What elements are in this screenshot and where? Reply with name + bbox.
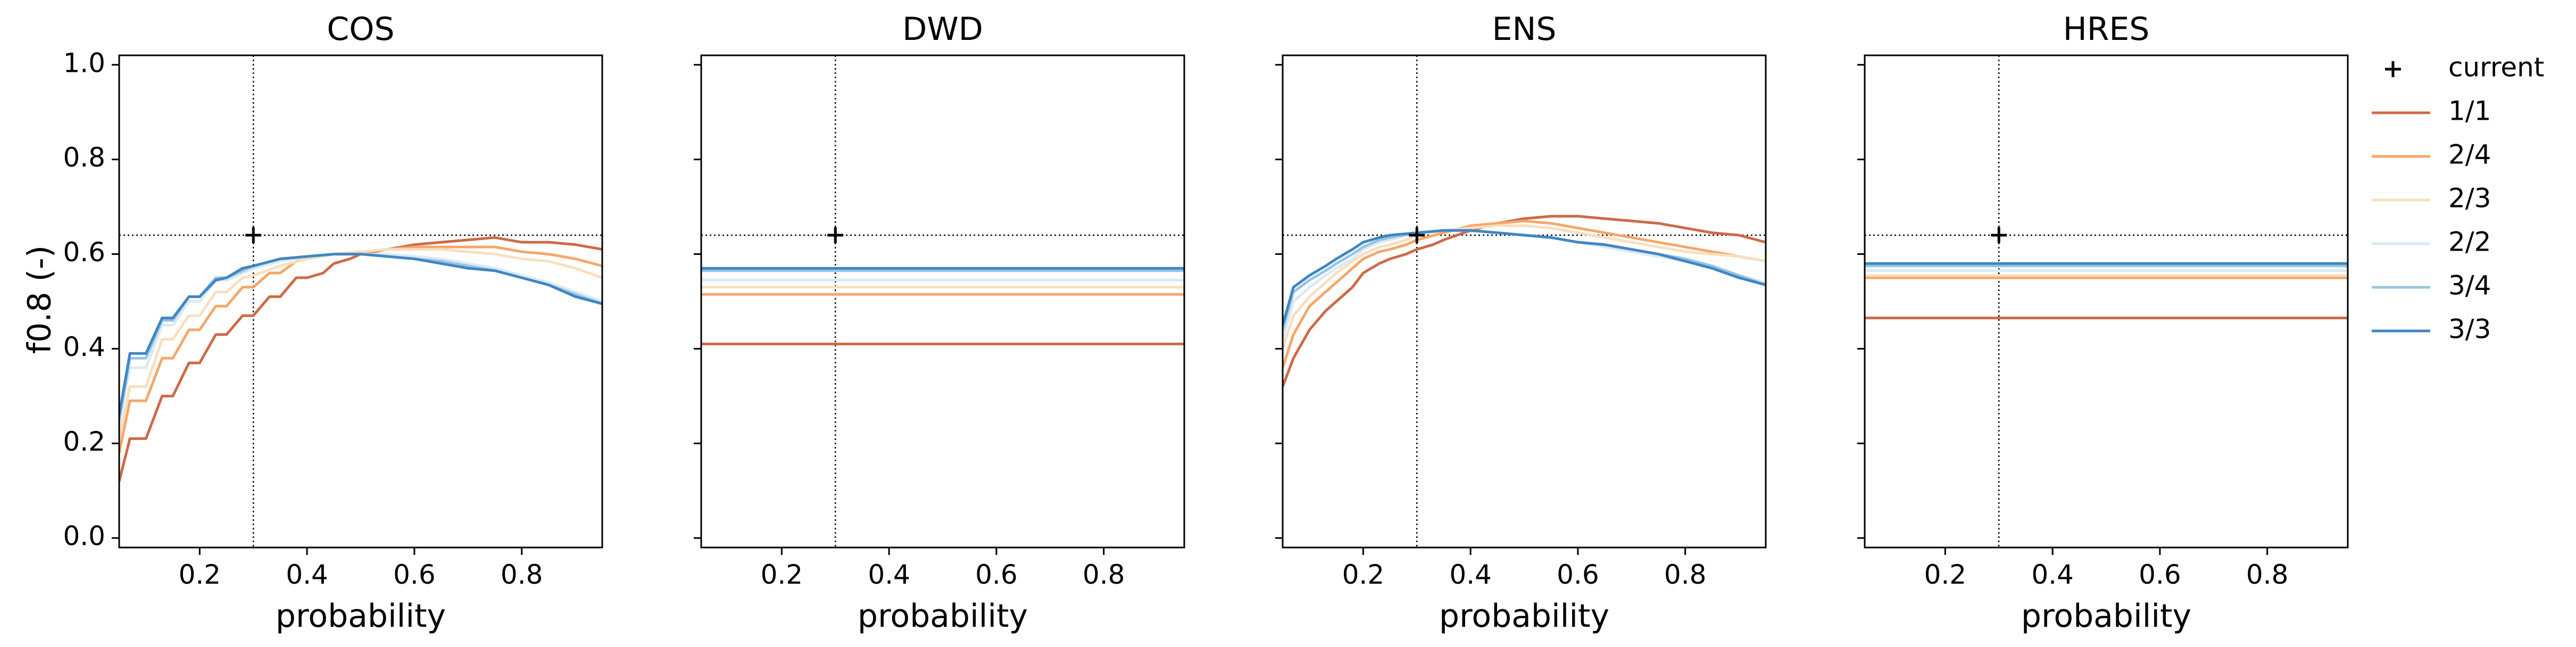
legend-label: 2/4 — [2448, 139, 2491, 170]
panel-title-hres: HRES — [2063, 11, 2150, 48]
panel-title-ens: ENS — [1492, 11, 1557, 48]
series-line-ens-2-3 — [1283, 224, 1766, 350]
y-tick-label: 0.0 — [63, 521, 105, 552]
legend: current 1/1 2/4 2/3 2/2 3/4 3/3 — [2372, 52, 2544, 345]
legend-label: 2/2 — [2448, 227, 2491, 258]
legend-item-current: current — [2385, 52, 2544, 83]
series-group-dwd — [701, 267, 1184, 345]
x-tick-label-hres: 0.6 — [2139, 559, 2181, 590]
x-tick-label-hres: 0.4 — [2031, 559, 2074, 590]
series-line-ens-2-4 — [1283, 219, 1766, 368]
legend-label: 1/1 — [2448, 96, 2491, 127]
x-tick-label-ens: 0.4 — [1449, 559, 1492, 590]
panel-hres: HRES 0.2 0.4 0.6 0.8 probability — [1857, 11, 2349, 635]
x-tick-label-dwd: 0.2 — [761, 559, 803, 590]
legend-item-2-3: 2/3 — [2372, 183, 2491, 214]
x-tick-label-cos: 0.6 — [393, 559, 436, 590]
plot-frame-ens — [1282, 54, 1767, 549]
legend-label-current: current — [2448, 52, 2544, 83]
current-marker-cos — [245, 227, 262, 243]
series-line-cos-1-1 — [119, 236, 602, 482]
current-marker-dwd — [827, 227, 844, 243]
x-axis-label-ens: probability — [1439, 598, 1609, 635]
plot-frame-hres — [1864, 54, 2349, 549]
x-tick-label-dwd: 0.6 — [975, 559, 1018, 590]
series-line-cos-3-3 — [119, 253, 602, 416]
x-tick-label-cos: 0.4 — [286, 559, 328, 590]
x-axis-label-dwd: probability — [858, 598, 1028, 635]
plot-frame-cos — [118, 54, 603, 549]
x-tick-label-dwd: 0.4 — [868, 559, 910, 590]
series-group-hres — [1865, 262, 2348, 320]
y-tick-label: 0.4 — [63, 331, 105, 362]
current-marker-hres — [1991, 227, 2007, 243]
series-group-ens — [1283, 214, 1766, 387]
y-tick-label: 0.6 — [63, 237, 105, 268]
x-axis-label-hres: probability — [2021, 598, 2191, 635]
plot-frame-dwd — [700, 54, 1185, 549]
legend-label: 2/3 — [2448, 183, 2491, 214]
x-tick-label-cos: 0.2 — [179, 559, 221, 590]
legend-label: 3/3 — [2448, 314, 2491, 345]
panels: COS 0.2 0.4 0.6 0.8 probability 0.0 0.2 0.4 0.6 0.… — [63, 11, 2349, 635]
y-tick-label: 0.8 — [63, 142, 105, 173]
legend-item-3-4: 3/4 — [2372, 270, 2491, 301]
series-line-cos-2-3 — [119, 248, 602, 439]
legend-item-2-4: 2/4 — [2372, 139, 2491, 170]
y-axis-label: f0.8 (-) — [21, 245, 59, 354]
x-tick-label-hres: 0.2 — [1924, 559, 1967, 590]
x-tick-label-cos: 0.8 — [501, 559, 543, 590]
series-line-ens-3-3 — [1283, 229, 1766, 326]
legend-label: 3/4 — [2448, 270, 2491, 301]
legend-item-3-3: 3/3 — [2372, 314, 2491, 345]
legend-item-1-1: 1/1 — [2372, 96, 2491, 127]
current-marker-ens — [1409, 227, 1425, 243]
panel-title-dwd: DWD — [902, 11, 983, 48]
x-tick-label-ens: 0.2 — [1342, 559, 1385, 590]
series-line-ens-1-1 — [1283, 214, 1766, 387]
panel-ens: ENS 0.2 0.4 0.6 0.8 probability — [1275, 11, 1767, 635]
legend-item-2-2: 2/2 — [2372, 227, 2491, 258]
x-tick-label-dwd: 0.8 — [1083, 559, 1125, 590]
y-tick-label: 1.0 — [63, 47, 105, 78]
x-tick-label-ens: 0.8 — [1664, 559, 1707, 590]
panel-cos: COS 0.2 0.4 0.6 0.8 probability 0.0 0.2 0.4 0.6 0.… — [63, 11, 603, 635]
x-tick-label-ens: 0.6 — [1557, 559, 1599, 590]
panel-dwd: DWD 0.2 0.4 0.6 0.8 probability — [694, 11, 1185, 635]
series-line-ens-3-4 — [1283, 229, 1766, 330]
x-tick-label-hres: 0.8 — [2246, 559, 2289, 590]
series-line-cos-2-4 — [119, 245, 602, 453]
y-tick-label: 0.2 — [63, 426, 105, 457]
series-group-cos — [119, 236, 602, 482]
x-axis-label-cos: probability — [276, 598, 446, 635]
panel-title-cos: COS — [327, 11, 394, 48]
